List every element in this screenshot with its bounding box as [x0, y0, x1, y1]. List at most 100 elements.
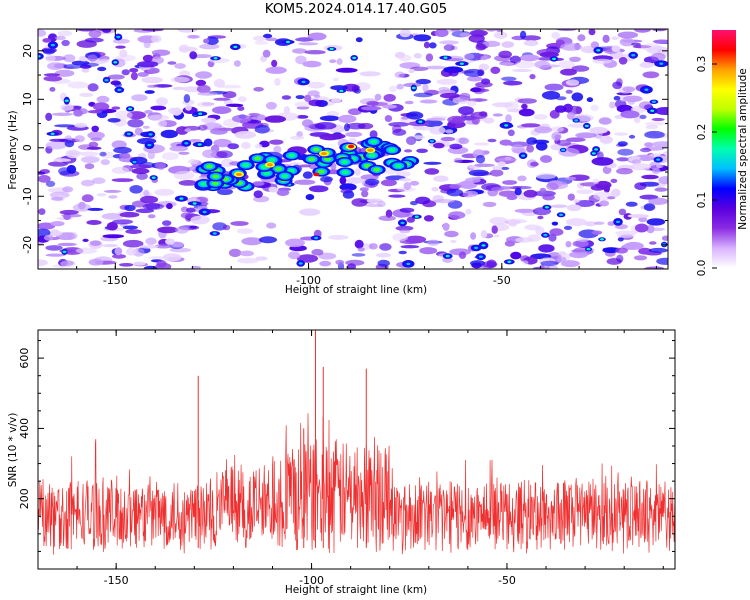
noise-blob	[374, 93, 382, 101]
noise-blob	[346, 122, 366, 130]
noise-blob	[42, 38, 52, 43]
noise-blob	[642, 71, 660, 79]
noise-blob	[463, 68, 484, 77]
noise-blob	[514, 60, 535, 69]
noise-blob	[426, 117, 446, 122]
noise-blob	[65, 149, 80, 159]
noise-spot-core	[521, 154, 526, 157]
noise-blob	[651, 117, 665, 122]
noise-blob	[55, 35, 66, 41]
noise-blob	[125, 229, 142, 235]
noise-blob	[86, 220, 102, 225]
noise-blob	[458, 251, 467, 259]
noise-blob	[302, 60, 322, 68]
noise-blob	[299, 164, 311, 168]
y-axis-label: Frequency (Hz)	[7, 110, 19, 189]
noise-blob	[60, 103, 74, 111]
noise-blob	[259, 236, 277, 244]
noise-blob	[144, 109, 153, 114]
noise-blob	[644, 130, 665, 139]
noise-blob	[253, 87, 264, 92]
noise-blob	[130, 72, 138, 81]
noise-blob	[493, 31, 508, 39]
noise-spot-core	[151, 176, 156, 179]
noise-blob	[53, 158, 72, 162]
noise-blob	[111, 178, 134, 183]
noise-blob	[327, 133, 346, 139]
noise-blob	[611, 45, 621, 52]
noise-blob	[475, 154, 486, 164]
noise-blob	[406, 136, 417, 146]
noise-blob	[590, 104, 599, 112]
noise-blob	[100, 159, 110, 166]
noise-blob	[613, 95, 621, 101]
noise-blob	[535, 173, 557, 180]
noise-blob	[154, 188, 175, 196]
noise-blob	[153, 84, 173, 88]
noise-blob	[427, 239, 440, 246]
noise-blob	[84, 37, 104, 43]
noise-blob	[160, 129, 178, 139]
noise-blob	[625, 201, 638, 207]
y-tick-label: 10	[21, 92, 34, 106]
noise-blob	[108, 195, 118, 199]
noise-blob	[45, 253, 66, 257]
noise-blob	[84, 163, 95, 170]
noise-blob	[82, 238, 89, 242]
noise-blob	[72, 203, 92, 212]
noise-blob	[121, 69, 130, 76]
noise-blob	[490, 187, 504, 192]
noise-blob	[99, 151, 107, 157]
noise-blob	[523, 40, 539, 47]
noise-blob	[141, 76, 163, 84]
noise-blob	[609, 101, 616, 109]
noise-blob	[122, 225, 138, 230]
noise-blob	[566, 112, 576, 120]
noise-blob	[294, 101, 312, 108]
noise-blob	[618, 57, 628, 65]
noise-blob	[365, 178, 380, 186]
noise-blob	[38, 228, 51, 237]
noise-blob	[351, 85, 359, 93]
noise-blob	[45, 245, 63, 251]
noise-blob	[439, 40, 460, 45]
noise-blob	[102, 234, 125, 239]
noise-blob	[507, 129, 515, 137]
noise-blob	[304, 94, 312, 103]
noise-blob	[50, 221, 65, 227]
noise-blob	[276, 189, 290, 197]
noise-spot-core	[132, 160, 137, 164]
noise-blob	[190, 215, 210, 225]
noise-blob	[512, 147, 527, 154]
noise-blob	[75, 247, 98, 254]
noise-spot-core	[507, 260, 512, 263]
noise-blob	[542, 194, 555, 201]
noise-blob	[602, 247, 620, 254]
noise-blob	[221, 158, 235, 168]
noise-blob	[565, 89, 573, 94]
noise-blob	[319, 260, 332, 267]
noise-blob	[459, 92, 471, 100]
noise-blob	[201, 117, 217, 124]
noise-blob	[107, 118, 121, 123]
noise-blob	[576, 237, 590, 242]
noise-blob	[133, 261, 146, 266]
signal-streak	[194, 136, 420, 192]
noise-blob	[643, 203, 656, 212]
noise-blob	[470, 232, 477, 240]
noise-blob	[558, 60, 575, 69]
chart-title: KOM5.2024.014.17.40.G05	[264, 1, 448, 17]
noise-blob	[369, 130, 378, 139]
noise-blob	[646, 224, 655, 234]
noise-blob	[442, 222, 450, 231]
noise-blob	[419, 247, 438, 255]
noise-blob	[102, 244, 119, 248]
noise-blob	[607, 196, 616, 200]
noise-spot-core	[474, 246, 479, 250]
noise-blob	[399, 229, 411, 234]
noise-blob	[404, 235, 427, 244]
noise-blob	[400, 245, 420, 249]
noise-blob	[187, 34, 200, 39]
noise-blob	[329, 59, 337, 64]
noise-blob	[611, 36, 619, 40]
